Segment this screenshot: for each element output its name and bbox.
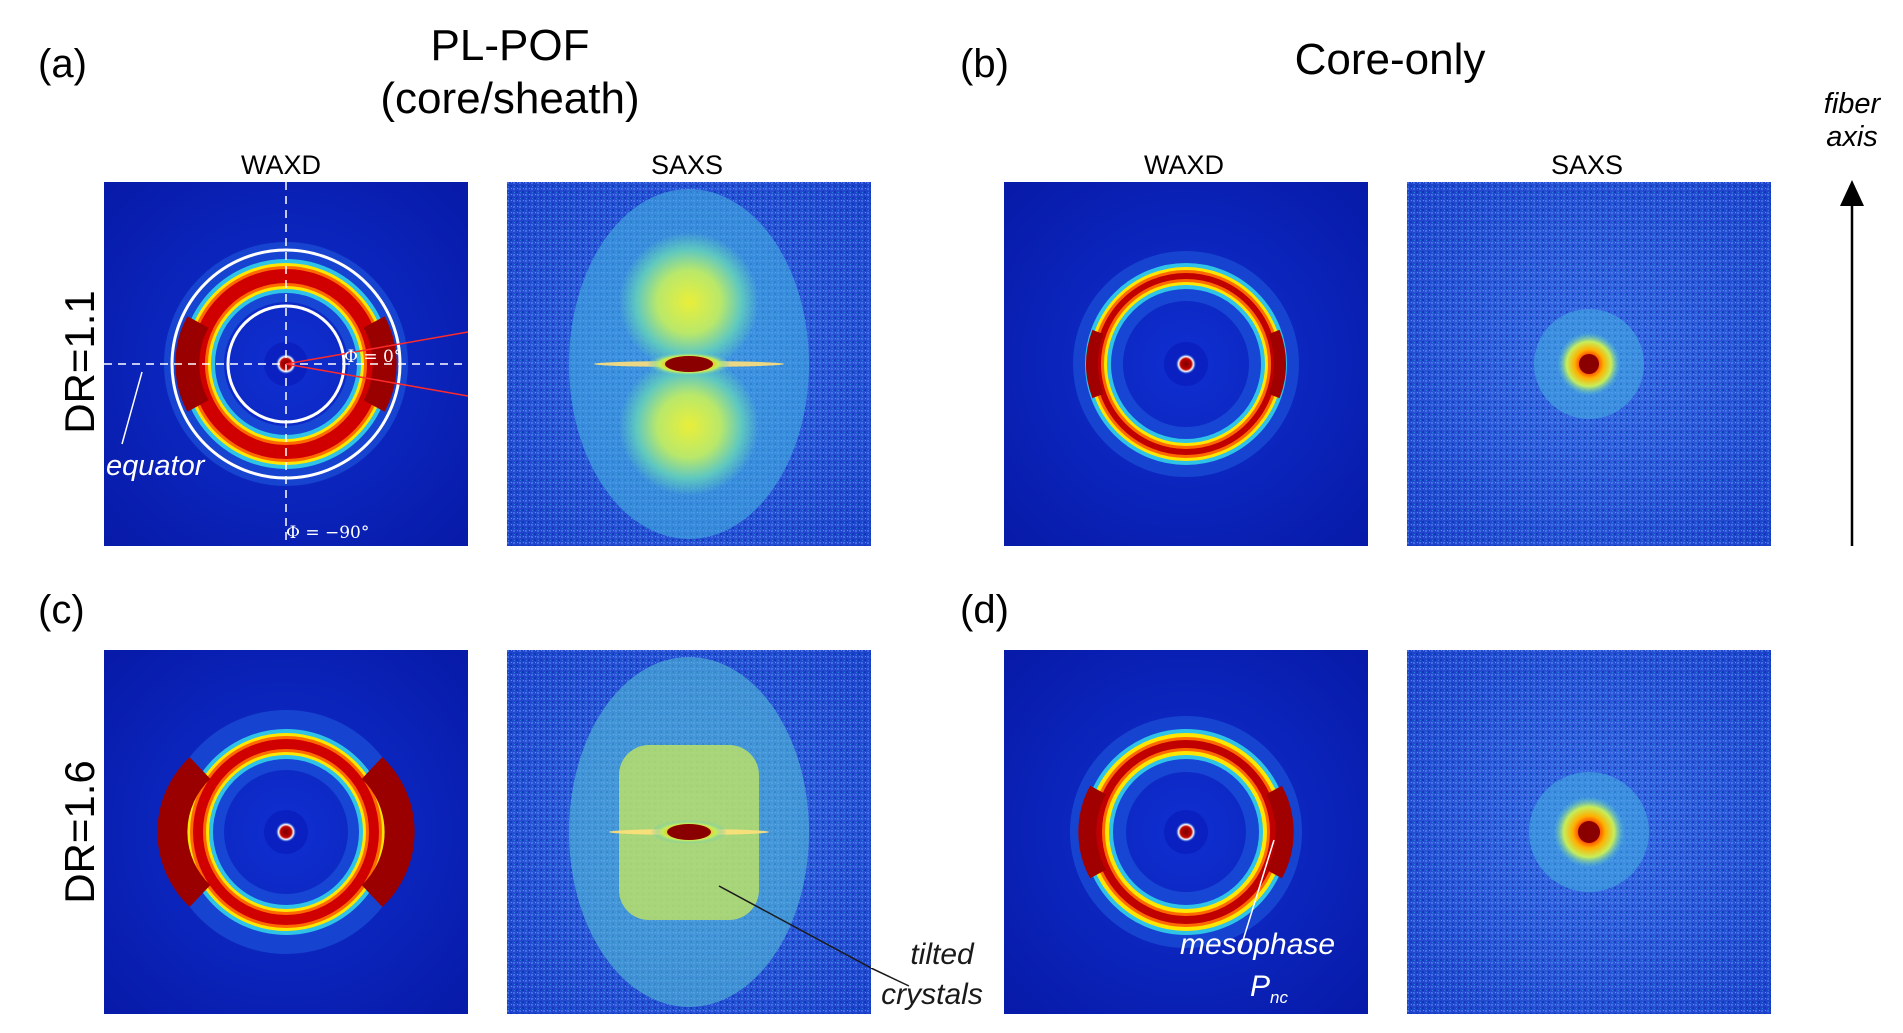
saxs-d-pattern <box>1407 650 1771 1014</box>
phi-minus90-label: Φ = −90° <box>286 523 369 543</box>
fiber-axis-line1: fiber <box>1823 88 1881 120</box>
col-label-saxs-a: SAXS <box>650 150 724 180</box>
fiber-axis-line2: axis <box>1826 121 1878 153</box>
equator-label: equator <box>106 450 205 482</box>
waxd-d-pattern <box>1004 650 1368 1014</box>
tilted-line1: tilted <box>910 938 974 971</box>
waxd-b-pattern <box>1004 182 1368 546</box>
row-label-dr16: DR=1.6 <box>56 760 103 904</box>
phi-zero-label: Φ = 0° <box>344 347 402 367</box>
row-label-dr11: DR=1.1 <box>56 290 103 434</box>
group-title-line1: PL-POF <box>430 21 590 70</box>
panel-letter-d: (d) <box>960 588 1009 632</box>
col-label-waxd-a: WAXD <box>241 150 321 180</box>
group-title-core-only: Core-only <box>1294 35 1486 84</box>
col-label-waxd-b: WAXD <box>1144 150 1224 180</box>
tilted-crystals-label-2: crystals <box>872 978 992 1012</box>
panel-letter-c: (c) <box>38 588 85 632</box>
group-title-plpof: PL-POF (core/sheath) <box>330 20 690 126</box>
panel-letter-a: (a) <box>38 42 87 86</box>
tilted-line2: crystals <box>881 978 983 1011</box>
mesophase-sub: nc <box>1270 988 1288 1007</box>
waxd-a-pattern: Φ = 0° Φ = −90° <box>104 182 468 546</box>
group-title-line2: (core/sheath) <box>380 73 640 123</box>
waxd-c-pattern <box>104 650 468 1014</box>
saxs-c-pattern <box>507 650 871 1014</box>
mesophase-label: mesophase <box>1180 928 1336 961</box>
tilted-pointer-ext <box>871 968 910 987</box>
mesophase-pnc-label: Pnc <box>1250 970 1288 1008</box>
fiber-axis-arrow <box>1840 180 1864 546</box>
mesophase-p: P <box>1250 970 1271 1003</box>
tilted-crystals-label: tilted <box>882 938 1002 972</box>
col-label-saxs-b: SAXS <box>1550 150 1624 180</box>
panel-letter-b: (b) <box>960 42 1009 86</box>
fiber-axis-label: fiber axis <box>1812 88 1892 154</box>
saxs-b-pattern <box>1407 182 1771 546</box>
saxs-a-pattern <box>507 182 871 546</box>
